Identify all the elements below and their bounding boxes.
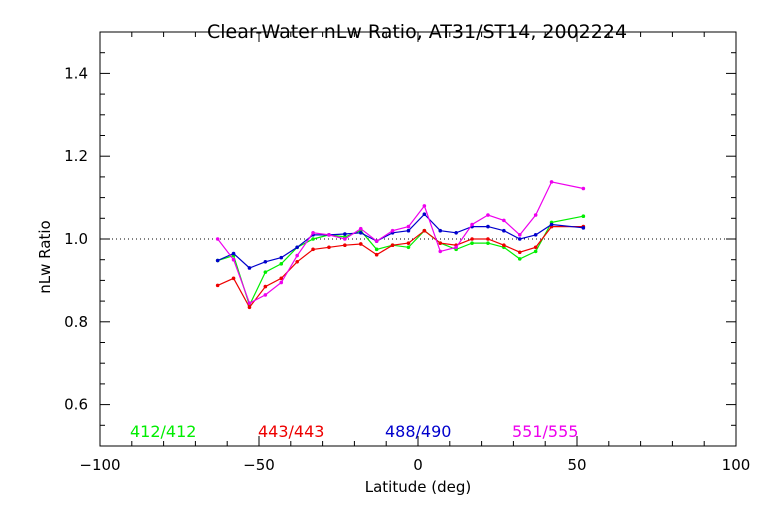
data-point [486, 241, 490, 245]
data-point [247, 301, 252, 305]
data-point [247, 305, 252, 310]
data-point [279, 280, 284, 285]
y-tick-label: 1.4 [64, 64, 88, 82]
data-point [422, 228, 427, 233]
data-point [295, 245, 299, 250]
data-point [486, 213, 490, 217]
y-tick-label: 1.2 [64, 147, 88, 165]
data-point [215, 283, 220, 288]
series-551-555 [215, 180, 586, 305]
y-tick-label: 1.0 [64, 230, 88, 248]
data-point [517, 250, 522, 255]
data-point [295, 259, 299, 264]
data-point [374, 252, 379, 257]
series-488-490 [215, 212, 586, 270]
data-point [231, 257, 236, 262]
y-tick-label: 0.8 [64, 313, 88, 331]
y-tick-label: 0.6 [64, 396, 88, 414]
data-point [327, 233, 331, 237]
x-tick-label: −50 [243, 456, 275, 474]
x-axis-label: Latitude (deg) [365, 478, 471, 496]
data-point [486, 224, 490, 229]
data-point [454, 245, 458, 250]
data-point [263, 284, 268, 289]
data-point [454, 230, 458, 235]
data-point [215, 237, 220, 241]
legend-entry-443: 443/443 [258, 422, 324, 441]
data-point [343, 232, 347, 236]
data-point [517, 233, 522, 237]
data-point [533, 233, 538, 237]
x-tick-label: 0 [413, 456, 423, 474]
data-point [502, 228, 506, 233]
x-tick-label: −100 [79, 456, 120, 474]
data-point [263, 293, 268, 297]
data-point [358, 242, 363, 246]
data-point [279, 255, 284, 260]
axis-tick-labels: −100 −50 0 50 100 0.6 0.8 1.0 1.2 1.4 [64, 64, 750, 474]
data-point [279, 262, 284, 266]
y-axis-label: nLw Ratio [36, 220, 54, 293]
data-point [279, 276, 284, 281]
axis-ticks [99, 32, 737, 446]
x-tick-label: 100 [722, 456, 751, 474]
series-layer [215, 180, 586, 310]
data-point [422, 212, 427, 216]
series-443-443 [215, 224, 586, 310]
data-point [486, 237, 490, 241]
data-point [406, 245, 411, 250]
data-point [327, 245, 331, 250]
series-line [217, 215, 584, 307]
legend-entry-488: 488/490 [385, 422, 451, 441]
legend-entry-412: 412/412 [130, 422, 196, 441]
data-point [533, 249, 538, 254]
data-point [263, 259, 268, 264]
legend-entry-551: 551/555 [512, 422, 578, 441]
data-point [406, 224, 411, 229]
data-point [533, 213, 538, 217]
data-point [247, 266, 252, 270]
data-point [390, 243, 395, 248]
data-point [406, 241, 411, 245]
data-point [533, 245, 538, 250]
data-point [549, 222, 554, 227]
data-point [470, 241, 474, 245]
data-point [343, 243, 347, 248]
data-point [581, 226, 586, 230]
data-point [422, 204, 427, 208]
data-point [390, 228, 395, 233]
data-point [311, 237, 315, 241]
data-point [374, 239, 379, 243]
data-point [215, 258, 220, 263]
data-point [358, 230, 363, 235]
data-point [581, 186, 586, 191]
data-point [438, 228, 443, 233]
data-point [263, 270, 268, 274]
series-line [217, 213, 584, 269]
data-point [438, 241, 443, 245]
data-point [470, 237, 474, 241]
data-point [502, 243, 506, 248]
data-point [406, 228, 411, 233]
data-point [517, 257, 522, 261]
data-point [517, 237, 522, 241]
data-point [295, 253, 299, 258]
data-point [502, 218, 506, 223]
data-point [231, 276, 236, 281]
data-point [549, 180, 554, 184]
data-point [374, 247, 379, 252]
data-point [343, 237, 347, 241]
series-line [217, 181, 584, 305]
data-point [311, 230, 315, 235]
data-point [470, 222, 474, 227]
x-tick-label: 50 [567, 456, 586, 474]
data-point [311, 247, 315, 252]
data-point [438, 249, 443, 254]
data-point [231, 251, 236, 256]
data-point [581, 214, 586, 219]
data-point [358, 226, 363, 231]
